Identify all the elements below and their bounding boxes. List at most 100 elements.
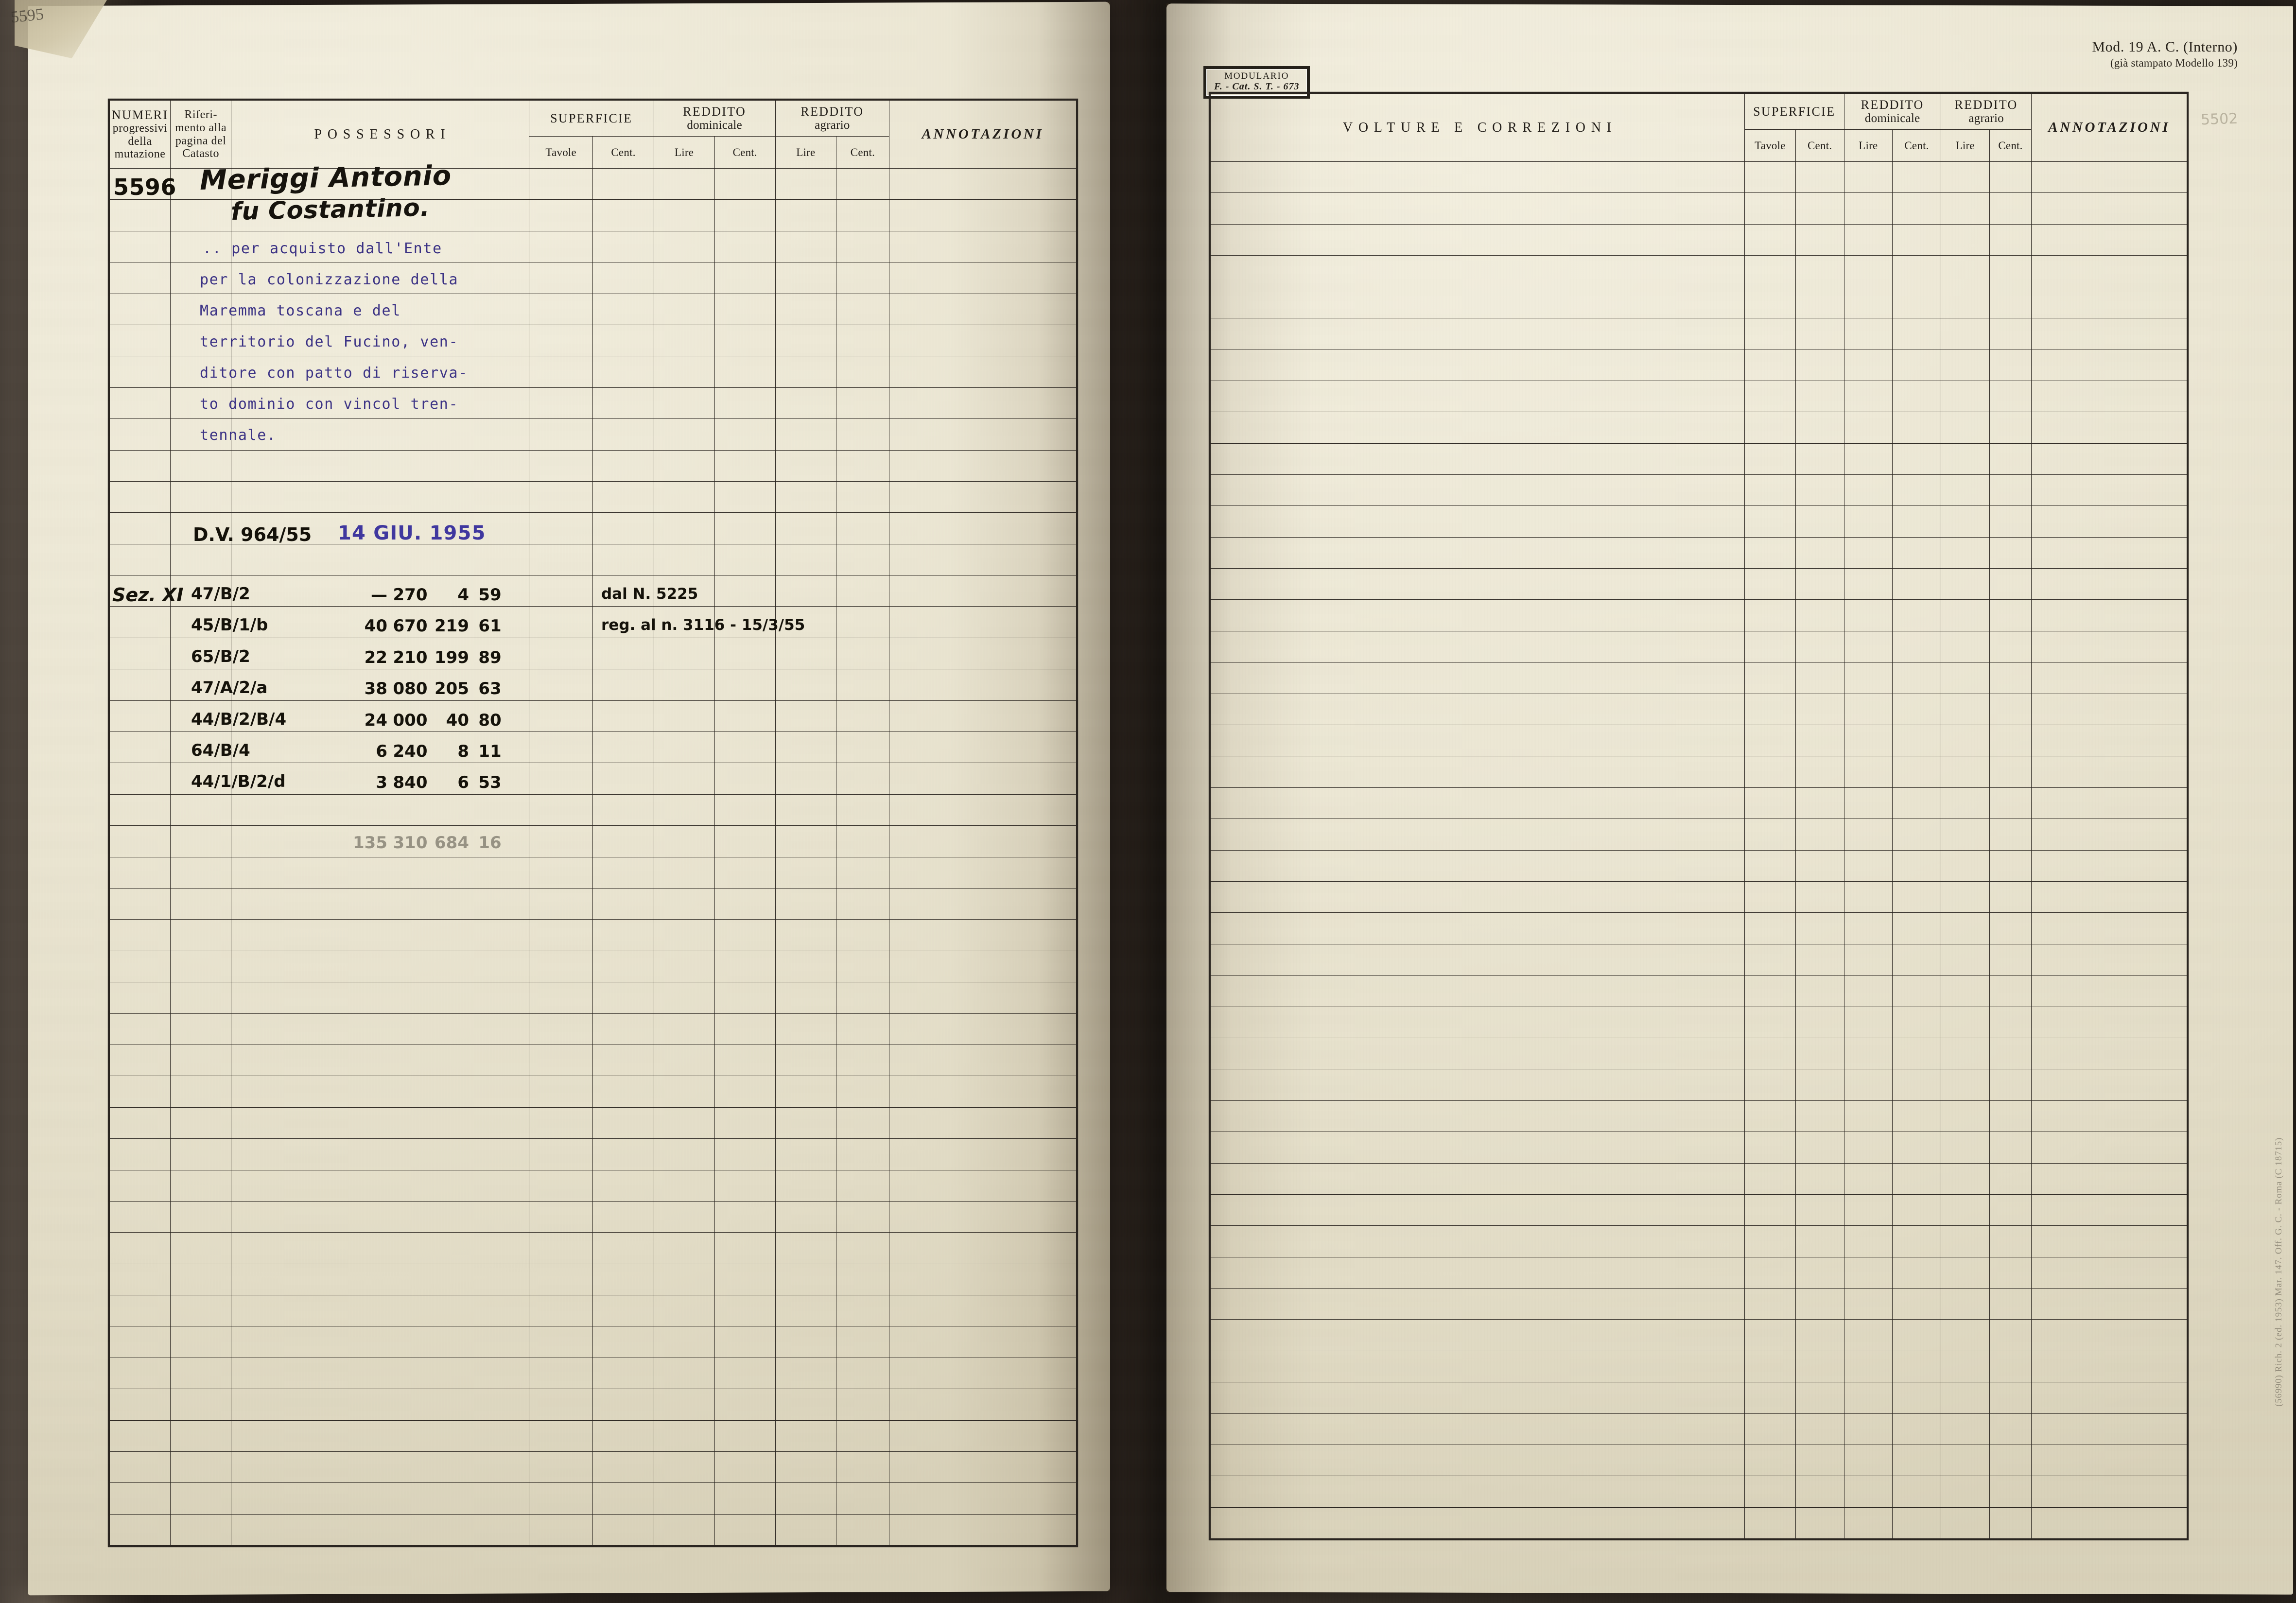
table-row[interactable] — [109, 168, 1077, 200]
table-row[interactable] — [109, 763, 1077, 795]
table-cell[interactable] — [1940, 286, 1990, 318]
table-cell[interactable] — [775, 199, 836, 231]
table-cell[interactable] — [775, 1451, 836, 1483]
table-row[interactable] — [109, 1451, 1077, 1483]
table-cell[interactable] — [1940, 255, 1990, 287]
table-cell[interactable] — [170, 856, 232, 889]
table-cell[interactable] — [109, 637, 171, 670]
table-cell[interactable] — [1744, 756, 1796, 788]
table-cell[interactable] — [889, 543, 1077, 576]
table-row[interactable] — [1210, 850, 2187, 882]
table-cell[interactable] — [592, 1514, 654, 1546]
table-cell[interactable] — [1989, 192, 2032, 225]
table-cell[interactable] — [528, 856, 593, 889]
table-cell[interactable] — [835, 794, 890, 826]
table-cell[interactable] — [1989, 1194, 2032, 1226]
table-cell[interactable] — [1210, 819, 1745, 851]
table-cell[interactable] — [889, 763, 1077, 795]
table-cell[interactable] — [1844, 412, 1893, 444]
table-cell[interactable] — [109, 481, 171, 513]
table-cell[interactable] — [170, 1357, 232, 1390]
table-row[interactable] — [109, 1138, 1077, 1170]
table-cell[interactable] — [835, 293, 890, 325]
table-cell[interactable] — [528, 700, 593, 732]
table-cell[interactable] — [1744, 286, 1796, 318]
table-cell[interactable] — [1844, 1382, 1893, 1414]
table-cell[interactable] — [231, 1295, 529, 1327]
table-cell[interactable] — [1940, 850, 1990, 882]
table-cell[interactable] — [889, 481, 1077, 513]
table-cell[interactable] — [775, 732, 836, 764]
table-cell[interactable] — [1892, 599, 1941, 631]
table-cell[interactable] — [714, 637, 776, 670]
table-cell[interactable] — [653, 1044, 715, 1077]
table-cell[interactable] — [1744, 693, 1796, 726]
table-cell[interactable] — [592, 543, 654, 576]
table-cell[interactable] — [231, 982, 529, 1014]
table-cell[interactable] — [1744, 975, 1796, 1007]
table-cell[interactable] — [2031, 1256, 2187, 1289]
table-cell[interactable] — [1940, 1413, 1990, 1446]
table-cell[interactable] — [1210, 1476, 1745, 1508]
table-cell[interactable] — [1795, 1350, 1844, 1383]
table-cell[interactable] — [1940, 1069, 1990, 1101]
table-cell[interactable] — [1744, 474, 1796, 506]
table-cell[interactable] — [528, 356, 593, 388]
table-row[interactable] — [1210, 568, 2187, 600]
table-cell[interactable] — [592, 1138, 654, 1170]
table-cell[interactable] — [1989, 819, 2032, 851]
table-cell[interactable] — [1940, 943, 1990, 976]
table-cell[interactable] — [1744, 1256, 1796, 1289]
table-cell[interactable] — [1989, 1382, 2032, 1414]
table-cell[interactable] — [889, 1451, 1077, 1483]
table-cell[interactable] — [2031, 1132, 2187, 1164]
table-cell[interactable] — [592, 575, 654, 607]
table-cell[interactable] — [592, 888, 654, 920]
table-cell[interactable] — [592, 168, 654, 200]
table-cell[interactable] — [775, 1044, 836, 1077]
table-cell[interactable] — [1989, 1225, 2032, 1257]
table-cell[interactable] — [653, 418, 715, 451]
table-cell[interactable] — [1940, 756, 1990, 788]
table-row[interactable] — [1210, 1132, 2187, 1164]
table-cell[interactable] — [1844, 662, 1893, 694]
table-cell[interactable] — [1940, 662, 1990, 694]
table-cell[interactable] — [835, 1357, 890, 1390]
table-cell[interactable] — [1844, 1225, 1893, 1257]
table-cell[interactable] — [528, 1044, 593, 1077]
table-cell[interactable] — [1989, 1037, 2032, 1070]
table-cell[interactable] — [592, 669, 654, 701]
table-cell[interactable] — [1210, 1069, 1745, 1101]
table-cell[interactable] — [775, 1076, 836, 1108]
table-cell[interactable] — [109, 450, 171, 482]
table-cell[interactable] — [2031, 1350, 2187, 1383]
table-cell[interactable] — [889, 1295, 1077, 1327]
table-cell[interactable] — [1844, 380, 1893, 413]
table-cell[interactable] — [1210, 255, 1745, 287]
table-cell[interactable] — [835, 856, 890, 889]
table-cell[interactable] — [1989, 1100, 2032, 1133]
table-cell[interactable] — [1210, 850, 1745, 882]
table-cell[interactable] — [775, 512, 836, 544]
table-cell[interactable] — [653, 1482, 715, 1515]
table-cell[interactable] — [528, 230, 593, 263]
table-cell[interactable] — [1744, 161, 1796, 193]
table-row[interactable] — [1210, 286, 2187, 318]
table-cell[interactable] — [653, 606, 715, 638]
table-cell[interactable] — [170, 293, 232, 325]
table-cell[interactable] — [170, 982, 232, 1014]
table-cell[interactable] — [2031, 568, 2187, 600]
table-cell[interactable] — [1940, 380, 1990, 413]
table-cell[interactable] — [2031, 850, 2187, 882]
table-cell[interactable] — [1989, 756, 2032, 788]
table-cell[interactable] — [714, 1295, 776, 1327]
table-cell[interactable] — [714, 1357, 776, 1390]
table-cell[interactable] — [653, 1232, 715, 1264]
table-cell[interactable] — [1892, 850, 1941, 882]
table-row[interactable] — [1210, 630, 2187, 663]
table-cell[interactable] — [775, 168, 836, 200]
table-cell[interactable] — [592, 512, 654, 544]
table-cell[interactable] — [109, 356, 171, 388]
table-cell[interactable] — [528, 1514, 593, 1546]
table-row[interactable] — [1210, 787, 2187, 819]
